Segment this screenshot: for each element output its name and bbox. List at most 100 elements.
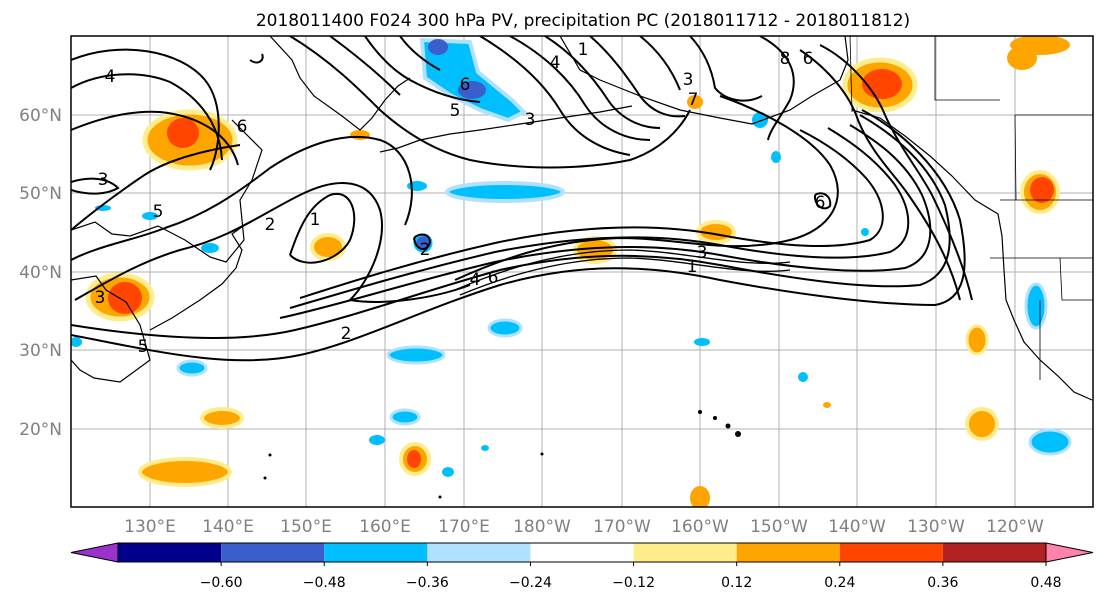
pv-contours: [71, 36, 973, 362]
island: [713, 416, 717, 420]
precip-blob: [201, 243, 219, 253]
longitude-tick-label: 160°W: [671, 517, 729, 537]
aleutian-islands: [379, 105, 633, 153]
contour-label: 6: [488, 268, 499, 288]
longitude-tick-label: 130°W: [907, 517, 965, 537]
precip-blob: [407, 450, 421, 468]
pv-contour: [71, 48, 220, 171]
pv-contour: [289, 36, 691, 169]
contour-label: 4: [550, 53, 561, 73]
precip-blob: [771, 151, 781, 163]
longitude-tick-label: 150°W: [750, 517, 808, 537]
longitude-tick-label: 160°E: [359, 517, 411, 537]
precip-blob: [407, 181, 427, 191]
pv-contour: [509, 36, 651, 141]
colorbar-extend-high: [1045, 542, 1094, 563]
contour-label: 5: [138, 337, 149, 357]
precip-blob: [310, 233, 346, 261]
contour-label: 3: [697, 243, 708, 263]
pv-contour: [454, 249, 791, 291]
pv-contour: [813, 192, 832, 210]
pv-contour: [413, 233, 432, 250]
longitude-tick-label: 120°W: [986, 517, 1044, 537]
pv-contour: [399, 36, 441, 71]
precip-blob: [823, 402, 831, 408]
precip-blob: [965, 324, 989, 356]
island: [438, 495, 442, 499]
precip-blob: [1024, 282, 1048, 330]
pacific-islands: [263, 410, 741, 499]
pv-contour: [71, 114, 951, 339]
precip-blob: [487, 318, 523, 338]
pv-contour: [289, 127, 910, 309]
precip-blob: [176, 359, 208, 377]
longitude-tick-label: 130°E: [124, 517, 176, 537]
contour-label: 4: [470, 270, 481, 290]
contour-label: 5: [153, 202, 164, 222]
coastline-kamchatka: [269, 36, 411, 131]
contour-label: 2: [265, 215, 276, 235]
colorbar-swatch: [736, 543, 840, 562]
colorbar-tick-label: 0.12: [721, 575, 752, 591]
longitude-tick-label: 170°E: [438, 517, 490, 537]
pv-contour: [71, 144, 241, 231]
map-title: 2018011400 F024 300 hPa PV, precipitatio…: [256, 11, 910, 31]
pv-contour: [74, 182, 471, 303]
political-borders: [849, 36, 1093, 380]
longitude-labels: 130°E 140°E 150°E 160°E 170°E 180°W 170°W 160°W…: [124, 517, 1044, 537]
contour-label: 6: [237, 117, 248, 137]
precip-blob: [445, 181, 565, 203]
pv-contour: [459, 257, 791, 296]
pv-contour: [799, 49, 961, 301]
precip-blob: [1028, 428, 1072, 456]
pv-contour: [544, 36, 661, 129]
colorbar-swatch: [221, 543, 325, 562]
contour-label: 1: [687, 257, 698, 277]
pv-contour: [589, 36, 686, 118]
pv-contour: [289, 192, 356, 264]
colorbar-swatch: [324, 543, 428, 562]
colorbar-swatch: [118, 543, 222, 562]
contour-label: 3: [95, 288, 106, 308]
precip-blob: [428, 39, 448, 55]
precip-blob: [861, 228, 869, 236]
pv-contour: [279, 124, 932, 319]
map-frame: [70, 35, 1094, 508]
colorbar-tick-label: −0.36: [406, 575, 449, 591]
pv-contour: [71, 177, 120, 195]
contour-label: 3: [98, 170, 109, 190]
pv-contour: [71, 135, 413, 261]
pv-contours-thin: [454, 249, 791, 296]
longitude-tick-label: 140°W: [828, 517, 886, 537]
precip-blob: [350, 130, 370, 140]
precip-blob: [965, 407, 999, 441]
precip-blob: [419, 37, 528, 123]
island: [698, 410, 702, 414]
colorbar-swatch: [942, 543, 1046, 562]
precip-negative-areas: [71, 37, 1072, 477]
longitude-tick-label: 140°E: [202, 517, 254, 537]
contour-label: 3: [683, 70, 694, 90]
pv-contour: [71, 73, 223, 161]
colorbar-tick-label: 0.24: [824, 575, 855, 591]
longitude-tick-label: 150°E: [280, 517, 332, 537]
latitude-tick-label: 40°N: [19, 263, 62, 283]
contour-label: 6: [815, 193, 826, 213]
coastline-alaska: [559, 36, 849, 125]
coastline-north-america: [851, 109, 1093, 401]
precip-blob: [458, 81, 486, 99]
colorbar-tick-label: −0.60: [200, 575, 243, 591]
precip-blob: [108, 282, 142, 314]
precip-blob: [389, 408, 421, 426]
pv-contour: [479, 36, 631, 156]
latitude-tick-label: 50°N: [19, 184, 62, 204]
precip-blob: [687, 95, 703, 109]
contour-label: 1: [310, 210, 321, 230]
border-provinces: [934, 36, 1000, 101]
contour-label: 5: [450, 101, 461, 121]
pv-contour: [364, 36, 481, 103]
precip-blob: [1007, 46, 1037, 70]
